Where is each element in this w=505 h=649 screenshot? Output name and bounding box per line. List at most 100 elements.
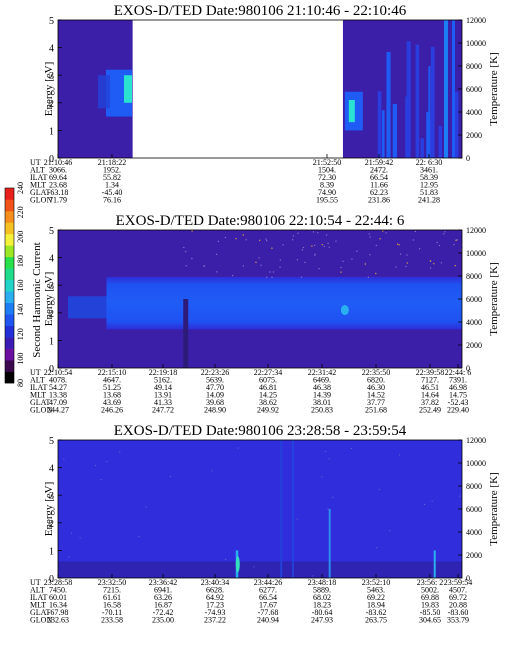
- colorbar-tick-label: 180: [16, 255, 25, 267]
- orbit-value: 19.83: [421, 601, 439, 610]
- orbit-value: 17.23: [206, 601, 224, 610]
- orbit-value: 14.52: [367, 391, 385, 400]
- orbit-value: 58.39: [420, 173, 438, 182]
- orbit-value: 22:35:50: [362, 368, 390, 377]
- orbit-value: 23:40:34: [201, 578, 229, 587]
- orbit-value: 23:28:58: [44, 578, 72, 587]
- orbit-value: 246.26: [101, 406, 123, 415]
- energy-band: [106, 276, 462, 330]
- y-axis-label: Energy [eV]: [43, 482, 55, 536]
- y2-tick-label: 8000: [466, 272, 482, 281]
- orbit-value: 39.68: [206, 398, 224, 407]
- orbit-value: 41.33: [154, 398, 172, 407]
- orbit-info-table: UTALTILATMLTGLATGLON23:28:587450.60.0116…: [30, 578, 472, 625]
- orbit-value: 23:56: 2: [417, 578, 443, 587]
- orbit-value: 69.88: [421, 593, 439, 602]
- orbit-value: 12.95: [420, 181, 438, 190]
- y2-tick-label: 0: [466, 574, 470, 583]
- orbit-value: 76.16: [103, 196, 121, 205]
- y-tick-label: 3: [49, 281, 54, 292]
- orbit-value: 46.98: [449, 383, 467, 392]
- y-axis-label: Energy [eV]: [43, 272, 55, 326]
- orbit-value: 60.01: [49, 593, 67, 602]
- orbit-value: 66.54: [370, 173, 388, 182]
- orbit-value: 22:44: 6: [445, 368, 471, 377]
- y2-tick-label: 8000: [466, 482, 482, 491]
- orbit-value: 23:48:18: [308, 578, 336, 587]
- colorbar-swatch: [5, 188, 14, 200]
- y2-tick-label: 0: [466, 154, 470, 163]
- orbit-value: 7450.: [49, 586, 67, 595]
- orbit-row-label: ILAT: [30, 383, 47, 392]
- orbit-value: 3461.: [420, 166, 438, 175]
- orbit-value: 23:44:26: [254, 578, 282, 587]
- orbit-value: 5889.: [313, 586, 331, 595]
- orbit-value: 8.39: [320, 181, 334, 190]
- orbit-value: 6469.: [313, 376, 331, 385]
- y-tick-label: 4: [49, 464, 54, 475]
- colorbar-swatch: [5, 302, 14, 315]
- orbit-value: 46.30: [367, 383, 385, 392]
- orbit-row-label: ILAT: [30, 593, 47, 602]
- y-tick-label: 2: [49, 99, 54, 110]
- y-tick-label: 1: [49, 126, 54, 137]
- orbit-value: -85.50: [420, 608, 441, 617]
- orbit-value: 66.54: [259, 593, 277, 602]
- y2-tick-label: 0: [466, 364, 470, 373]
- orbit-value: 23:32:50: [98, 578, 126, 587]
- orbit-value: 16.87: [154, 601, 172, 610]
- orbit-value: 22: 6:30: [416, 158, 442, 167]
- orbit-value: 62.23: [370, 188, 388, 197]
- y2-tick-label: 12000: [466, 436, 486, 445]
- orbit-value: 5639.: [206, 376, 224, 385]
- y-tick-label: 1: [49, 546, 54, 557]
- y-tick-label: 5: [49, 16, 54, 27]
- orbit-value: -72.42: [153, 608, 174, 617]
- y-tick-label: 4: [49, 254, 54, 265]
- orbit-value: 252.49: [419, 406, 441, 415]
- orbit-value: 6628.: [206, 586, 224, 595]
- orbit-value: -83.62: [366, 608, 387, 617]
- orbit-value: 232.63: [47, 616, 69, 625]
- colorbar-swatch: [5, 233, 14, 246]
- spectrogram-panel-2: EXOS-D/TED Date:980106 22:10:54 - 22:44:…: [30, 213, 500, 415]
- orbit-value: 23:59:54: [444, 578, 472, 587]
- orbit-value: 263.75: [365, 616, 387, 625]
- orbit-value: 38.62: [259, 398, 277, 407]
- orbit-value: 13.38: [49, 391, 67, 400]
- panel-title: EXOS-D/TED Date:980106 22:10:54 - 22:44:…: [116, 213, 405, 229]
- y-tick-label: 1: [49, 336, 54, 347]
- orbit-value: 51.83: [420, 188, 438, 197]
- orbit-info-table: UTALTILATMLTGLATGLON21:10:463066.69.6423…: [30, 158, 442, 205]
- y-tick-label: 0: [49, 364, 54, 375]
- orbit-value: 46.51: [421, 383, 439, 392]
- orbit-value: 47.70: [206, 383, 224, 392]
- orbit-value: -63.18: [48, 188, 69, 197]
- orbit-value: 248.90: [204, 406, 226, 415]
- orbit-value: 18.94: [367, 601, 385, 610]
- y2-axis-label: Temperature [K]: [488, 52, 500, 125]
- orbit-value: 3066.: [49, 166, 67, 175]
- y-tick-label: 3: [49, 491, 54, 502]
- y-tick-label: 4: [49, 44, 54, 55]
- orbit-value: 244.27: [47, 406, 69, 415]
- orbit-row-label: GLON: [30, 616, 52, 625]
- orbit-row-label: MLT: [30, 601, 46, 610]
- colorbar-swatch: [5, 371, 14, 384]
- spectrogram-panel-1: EXOS-D/TED Date:980106 21:10:46 - 22:10:…: [30, 3, 500, 205]
- orbit-value: 63.26: [154, 593, 172, 602]
- colorbar-swatch: [5, 325, 14, 338]
- orbit-value: 23:52:10: [362, 578, 390, 587]
- orbit-value: 4078.: [49, 376, 67, 385]
- y2-tick-label: 2000: [466, 551, 482, 560]
- orbit-value: 7391.: [449, 376, 467, 385]
- y2-tick-label: 6000: [466, 505, 482, 514]
- orbit-value: 22:39:58: [416, 368, 444, 377]
- orbit-value: 69.72: [449, 593, 467, 602]
- y2-tick-label: 10000: [466, 459, 486, 468]
- y2-axis-label: Temperature [K]: [488, 262, 500, 335]
- colorbar-tick-label: 100: [16, 353, 25, 365]
- orbit-value: 16.34: [49, 601, 67, 610]
- orbit-row-label: UT: [30, 158, 41, 167]
